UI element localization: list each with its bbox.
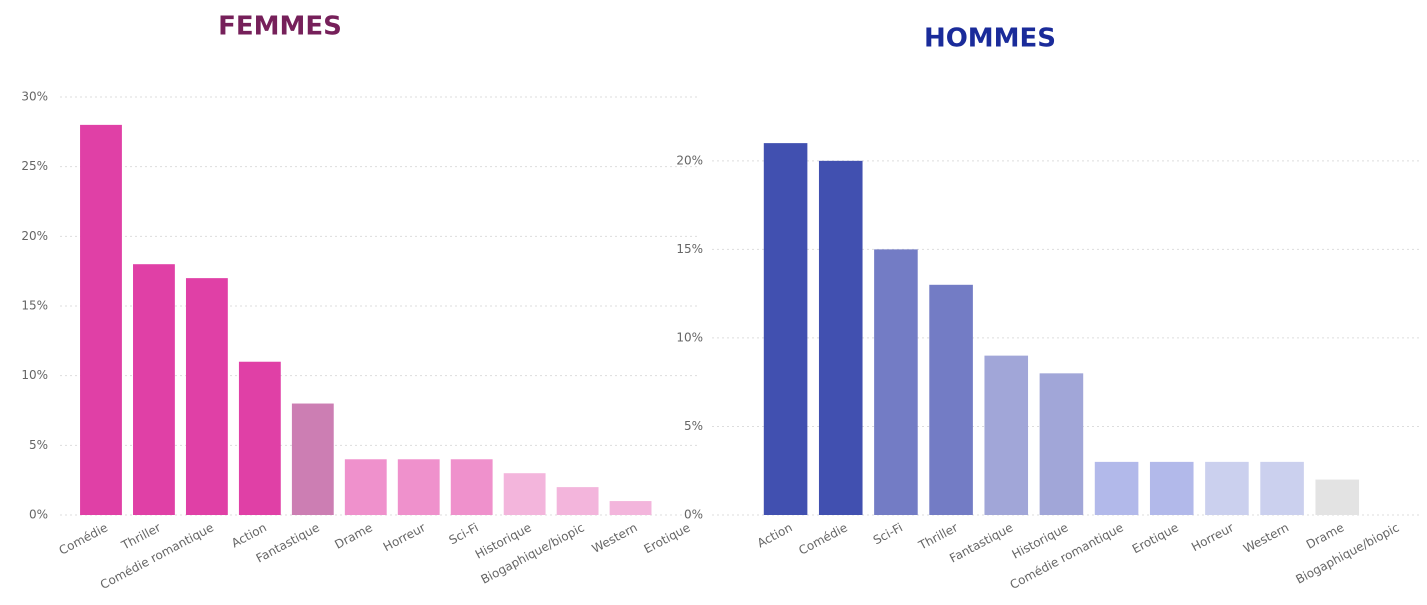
bar [1094, 461, 1139, 515]
bar [984, 355, 1029, 515]
bar [818, 160, 863, 516]
x-tick-label: Western [1241, 520, 1291, 555]
x-tick-label: Fantastique [947, 520, 1015, 565]
bar [609, 501, 652, 515]
bar [185, 278, 228, 515]
bar [874, 249, 918, 515]
x-tick-label: Comédie [796, 520, 849, 557]
bar [397, 459, 440, 515]
x-tick-label: Thriller [915, 520, 960, 553]
x-tick-label: Horreur [1189, 520, 1236, 554]
x-tick-label: Sci-Fi [447, 520, 481, 547]
bar [450, 459, 493, 515]
y-tick-label: 15% [676, 242, 703, 256]
y-tick-label: 10% [676, 330, 703, 344]
bar [763, 143, 808, 515]
bar [1149, 461, 1194, 515]
bar [291, 403, 334, 515]
y-tick-label: 20% [676, 153, 703, 167]
bar [556, 487, 599, 515]
x-tick-label: Erotique [1130, 520, 1181, 556]
y-tick-label: 15% [21, 299, 48, 313]
bar [133, 264, 175, 515]
bar [1205, 461, 1249, 515]
bar [503, 473, 546, 515]
x-tick-label: Biogaphique/biopic [1293, 520, 1401, 586]
y-tick-label: 0% [29, 508, 48, 522]
chart-title: HOMMES [924, 24, 1056, 54]
x-tick-label: Erotique [642, 520, 693, 556]
x-tick-label: Drame [332, 520, 374, 551]
y-tick-label: 20% [21, 229, 48, 243]
y-tick-label: 25% [21, 159, 48, 173]
bar [929, 284, 973, 515]
y-tick-label: 0% [684, 508, 703, 522]
y-tick-label: 10% [21, 368, 48, 382]
bar [1315, 479, 1360, 515]
x-tick-label: Horreur [381, 520, 428, 554]
bar [238, 361, 281, 515]
bar [1039, 373, 1084, 515]
bar [1260, 461, 1304, 515]
x-tick-label: Drame [1304, 520, 1346, 551]
chart-title: FEMMES [218, 12, 342, 42]
bar [344, 459, 387, 515]
x-tick-label: Action [229, 520, 269, 550]
x-tick-label: Western [590, 520, 640, 555]
x-tick-label: Sci-Fi [871, 520, 905, 547]
x-tick-label: Action [755, 520, 795, 550]
y-tick-label: 5% [29, 438, 48, 452]
y-tick-label: 30% [21, 90, 48, 104]
bar [80, 124, 122, 515]
y-tick-label: 5% [684, 419, 703, 433]
x-tick-label: Comédie [57, 520, 110, 557]
x-tick-label: Biogaphique/biopic [479, 520, 587, 586]
